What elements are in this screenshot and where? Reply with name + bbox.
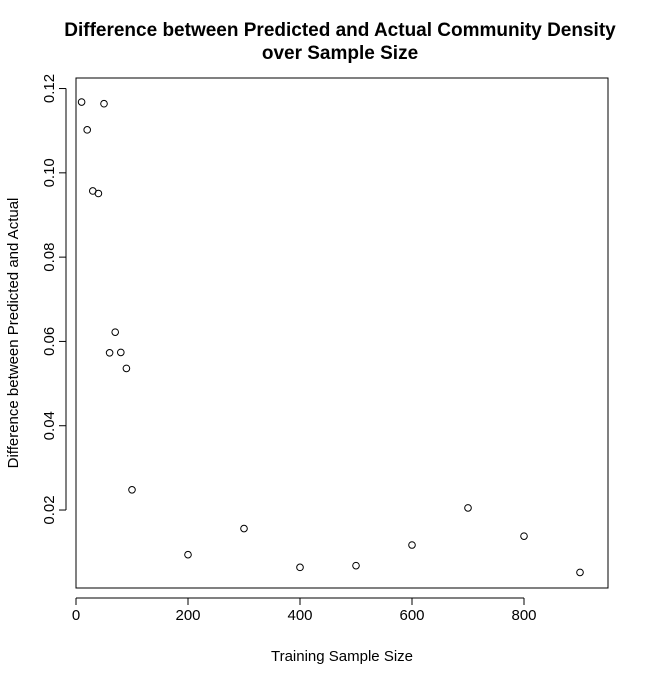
y-tick-label: 0.02 [41, 495, 58, 524]
x-tick-label: 600 [399, 607, 424, 624]
data-points [77, 98, 584, 577]
data-point [100, 99, 108, 108]
x-tick-label: 800 [511, 607, 536, 624]
data-point [83, 126, 91, 134]
y-axis: 0.02 0.04 0.06 0.08 0.10 0.12 [41, 74, 67, 525]
data-point [184, 550, 192, 559]
y-tick-label: 0.10 [41, 158, 58, 187]
plot-frame [75, 77, 609, 589]
data-point [94, 189, 103, 198]
y-axis-label: Difference between Predicted and Actual [5, 198, 22, 469]
x-tick-label: 200 [175, 607, 200, 624]
x-axis: 0 200 400 600 800 [72, 597, 537, 624]
data-point [352, 561, 360, 570]
data-point [117, 348, 125, 357]
y-tick-label: 0.06 [41, 327, 58, 356]
data-point [128, 485, 136, 494]
y-tick-label: 0.04 [41, 411, 58, 440]
data-point [122, 364, 131, 373]
chart-title-line-1: Difference between Predicted and Actual … [64, 20, 616, 41]
x-axis-label: Training Sample Size [271, 648, 413, 665]
data-point [576, 568, 584, 577]
y-tick-label: 0.08 [41, 243, 58, 272]
data-point [111, 328, 119, 336]
data-point [105, 349, 114, 357]
data-point [464, 504, 472, 512]
data-point [77, 98, 86, 106]
data-point [240, 524, 248, 533]
y-tick-label: 0.12 [41, 74, 58, 103]
data-point [520, 532, 528, 540]
data-point [296, 563, 304, 572]
chart-title-line-2: over Sample Size [262, 43, 418, 64]
x-tick-label: 400 [287, 607, 312, 624]
data-point [408, 541, 416, 549]
x-tick-label: 0 [72, 607, 80, 624]
